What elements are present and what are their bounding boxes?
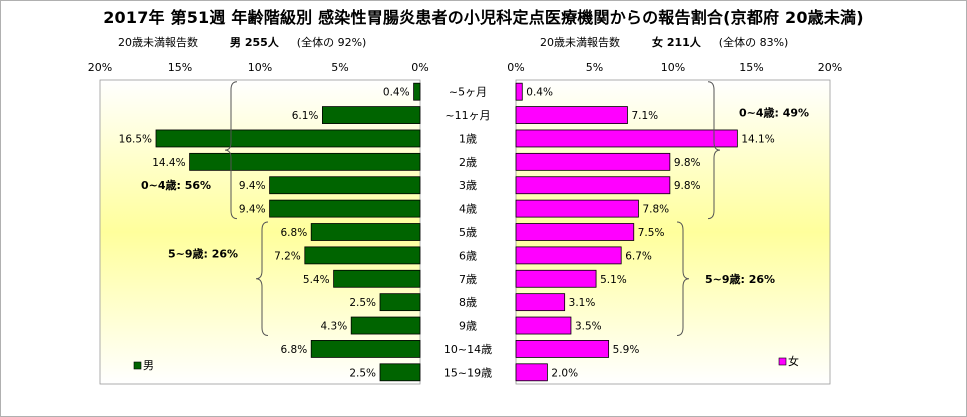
- male-bar: [333, 269, 421, 288]
- female-bar: [515, 293, 566, 312]
- category-label: 9歳: [459, 320, 477, 333]
- male-bar-label: 6.8%: [281, 344, 308, 356]
- female-bar-label: 6.7%: [625, 250, 652, 262]
- female-bar-label: 9.8%: [674, 157, 701, 169]
- female-bar: [515, 363, 548, 382]
- female-bar-label: 5.9%: [613, 344, 640, 356]
- male-annotation: 5~9歳: 26%: [168, 246, 238, 260]
- female-bar: [515, 176, 671, 195]
- male-bracket: [224, 81, 238, 220]
- category-label: 5歳: [459, 226, 477, 239]
- female-bar: [515, 269, 597, 288]
- male-bar: [413, 82, 421, 101]
- female-header-share: (全体の 83%): [718, 36, 789, 49]
- male-bar-label: 14.4%: [152, 157, 185, 169]
- male-bar-label: 5.4%: [303, 274, 330, 286]
- male-bar: [155, 129, 421, 148]
- female-bar: [515, 316, 572, 335]
- female-bar-label: 7.8%: [642, 204, 669, 216]
- male-tick-label: 5%: [331, 61, 348, 74]
- male-bar-label: 9.4%: [239, 180, 266, 192]
- male-header-count: 男 255人: [230, 36, 279, 49]
- male-bar-label: 4.3%: [321, 321, 348, 333]
- female-bar: [515, 152, 671, 171]
- male-bar: [310, 340, 421, 358]
- male-bar: [269, 176, 421, 195]
- female-header-count: 女 211人: [652, 36, 701, 49]
- female-bar-label: 0.4%: [526, 87, 553, 99]
- category-label: 10~14歳: [444, 343, 492, 356]
- male-header-share: (全体の 92%): [296, 36, 367, 49]
- female-bar-label: 14.1%: [741, 133, 774, 145]
- female-annotation: 0~4歳: 49%: [739, 106, 809, 120]
- male-bar: [189, 152, 421, 171]
- female-bar-label: 5.1%: [600, 274, 627, 286]
- male-bar: [350, 316, 421, 335]
- category-label: ~5ヶ月: [449, 86, 487, 99]
- category-label: 3歳: [459, 179, 477, 192]
- female-tick-label: 0%: [507, 61, 524, 74]
- male-legend-swatch: [133, 361, 142, 370]
- male-bar-label: 16.5%: [119, 133, 152, 145]
- female-bar: [515, 129, 738, 148]
- female-bar: [515, 82, 523, 101]
- female-legend-swatch: [778, 357, 787, 366]
- male-annotation: 0~4歳: 56%: [141, 178, 211, 192]
- male-header: 20歳未満報告数 男 255人 (全体の 92%): [118, 34, 366, 50]
- female-bar-label: 7.5%: [638, 227, 665, 239]
- female-bar: [515, 199, 639, 218]
- category-label: ~11ヶ月: [445, 109, 490, 122]
- male-bar-label: 7.2%: [274, 250, 301, 262]
- category-label: 4歳: [459, 203, 477, 216]
- female-annotation: 5~9歳: 26%: [705, 272, 775, 286]
- male-bar: [310, 223, 421, 241]
- male-tick-label: 20%: [88, 61, 112, 74]
- male-bar: [321, 106, 421, 124]
- category-label: 7歳: [459, 273, 477, 286]
- female-bar-label: 7.1%: [631, 110, 658, 122]
- female-bar: [515, 340, 610, 358]
- chart-title: 2017年 第51週 年齢階級別 感染性胃腸炎患者の小児科定点医療機関からの報告…: [103, 8, 864, 27]
- male-bar-label: 6.1%: [292, 110, 319, 122]
- female-bar-label: 2.0%: [551, 367, 578, 379]
- male-bar-label: 2.5%: [349, 367, 376, 379]
- female-bar: [515, 106, 628, 124]
- male-bracket: [255, 221, 269, 337]
- male-header-label: 20歳未満報告数: [118, 36, 198, 49]
- female-bar: [515, 246, 622, 265]
- male-tick-label: 0%: [411, 61, 428, 74]
- female-legend-label: 女: [788, 354, 799, 368]
- male-bar: [269, 199, 421, 218]
- category-label: 15~19歳: [444, 366, 492, 379]
- female-tick-label: 10%: [661, 61, 685, 74]
- category-label: 2歳: [459, 156, 477, 169]
- female-header-label: 20歳未満報告数: [540, 36, 620, 49]
- male-tick-label: 15%: [168, 61, 192, 74]
- male-legend-label: 男: [143, 359, 154, 372]
- female-bar-label: 9.8%: [674, 180, 701, 192]
- female-tick-label: 5%: [586, 61, 603, 74]
- male-bar: [379, 293, 421, 312]
- female-bar: [515, 223, 635, 241]
- category-label: 6歳: [459, 249, 477, 262]
- female-tick-label: 15%: [739, 61, 763, 74]
- male-tick-label: 10%: [248, 61, 272, 74]
- male-bar-label: 6.8%: [281, 227, 308, 239]
- male-bar: [304, 246, 421, 265]
- female-bar-label: 3.5%: [575, 321, 602, 333]
- category-label: 1歳: [459, 132, 477, 145]
- male-bar-label: 0.4%: [383, 87, 410, 99]
- female-header: 20歳未満報告数 女 211人 (全体の 83%): [540, 34, 788, 50]
- female-tick-label: 20%: [818, 61, 842, 74]
- male-bar-label: 2.5%: [349, 297, 376, 309]
- category-label: 8歳: [459, 296, 477, 309]
- male-bar: [379, 363, 421, 382]
- female-bracket: [676, 221, 690, 337]
- female-bar-label: 3.1%: [569, 297, 596, 309]
- female-bracket: [707, 81, 721, 220]
- male-bar-label: 9.4%: [239, 204, 266, 216]
